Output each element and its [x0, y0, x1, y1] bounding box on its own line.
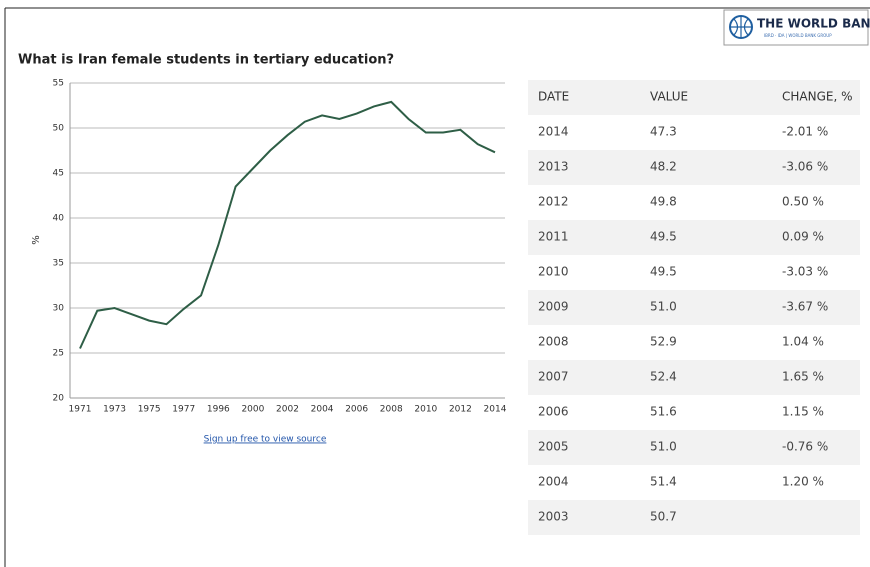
table-cell: 1.15 % — [782, 405, 824, 419]
table-row-bg — [528, 500, 860, 535]
table-cell: -3.67 % — [782, 300, 828, 314]
table-cell: 51.0 — [650, 300, 677, 314]
table-cell: 52.4 — [650, 370, 677, 384]
table-cell: 48.2 — [650, 160, 677, 174]
table-cell: 0.50 % — [782, 195, 824, 209]
x-tick-label: 1996 — [207, 405, 230, 415]
logo-subtitle: IBRD · IDA | WORLD BANK GROUP — [764, 33, 832, 38]
table-cell: 51.6 — [650, 405, 677, 419]
x-tick-label: 2014 — [484, 405, 507, 415]
table-cell: -3.03 % — [782, 265, 828, 279]
table-cell: 2003 — [538, 510, 569, 524]
table-cell: 0.09 % — [782, 230, 824, 244]
table-header: VALUE — [650, 90, 688, 104]
x-tick-label: 2000 — [241, 405, 264, 415]
x-tick-label: 2012 — [449, 405, 472, 415]
x-tick-label: 1971 — [69, 405, 92, 415]
logo-globe-lines — [730, 16, 752, 38]
y-axis-label: % — [31, 235, 42, 245]
x-tick-label: 2004 — [311, 405, 334, 415]
table-cell: 49.5 — [650, 230, 677, 244]
table-cell: 47.3 — [650, 125, 677, 139]
table-cell: -3.06 % — [782, 160, 828, 174]
table-cell: 2005 — [538, 440, 569, 454]
table-row-bg — [528, 220, 860, 255]
x-tick-label: 2008 — [380, 405, 403, 415]
table-cell: 2010 — [538, 265, 569, 279]
y-tick-label: 50 — [53, 124, 65, 134]
table-cell: 1.65 % — [782, 370, 824, 384]
table-cell: 1.20 % — [782, 475, 824, 489]
table-cell: 49.8 — [650, 195, 677, 209]
x-tick-label: 1975 — [138, 405, 161, 415]
table-cell: 49.5 — [650, 265, 677, 279]
table-cell: 2006 — [538, 405, 569, 419]
x-tick-label: 1973 — [103, 405, 126, 415]
table-header: CHANGE, % — [782, 90, 853, 104]
table-cell: 2008 — [538, 335, 569, 349]
x-tick-label: 2002 — [276, 405, 299, 415]
chart-title: What is Iran female students in tertiary… — [18, 53, 394, 68]
y-tick-label: 25 — [53, 349, 64, 359]
x-tick-label: 2006 — [345, 405, 368, 415]
table-row-bg — [528, 360, 860, 395]
table-cell: 2004 — [538, 475, 569, 489]
y-tick-label: 40 — [53, 214, 65, 224]
table-cell: 2007 — [538, 370, 569, 384]
table-cell: 2014 — [538, 125, 569, 139]
source-link[interactable]: Sign up free to view source — [204, 435, 327, 445]
table-cell: 52.9 — [650, 335, 677, 349]
table-cell: 50.7 — [650, 510, 677, 524]
table-cell: 51.0 — [650, 440, 677, 454]
table-cell: 2013 — [538, 160, 569, 174]
table-row-bg — [528, 430, 860, 465]
table-cell: 51.4 — [650, 475, 677, 489]
table-cell: -2.01 % — [782, 125, 828, 139]
table-cell: -0.76 % — [782, 440, 828, 454]
x-tick-label: 1977 — [172, 405, 195, 415]
table-row-bg — [528, 150, 860, 185]
y-tick-label: 30 — [53, 304, 65, 314]
data-line — [79, 100, 496, 349]
y-tick-label: 35 — [53, 259, 64, 269]
x-tick-label: 2010 — [414, 405, 437, 415]
table-cell: 2009 — [538, 300, 569, 314]
table-row-bg — [528, 290, 860, 325]
table-header: DATE — [538, 90, 569, 104]
logo-title: THE WORLD BANK — [757, 17, 870, 31]
y-tick-label: 55 — [53, 79, 64, 89]
table-header-bg — [528, 80, 860, 115]
y-tick-label: 45 — [53, 169, 64, 179]
y-tick-label: 20 — [53, 394, 65, 404]
table-cell: 1.04 % — [782, 335, 824, 349]
table-cell: 2011 — [538, 230, 569, 244]
table-cell: 2012 — [538, 195, 569, 209]
